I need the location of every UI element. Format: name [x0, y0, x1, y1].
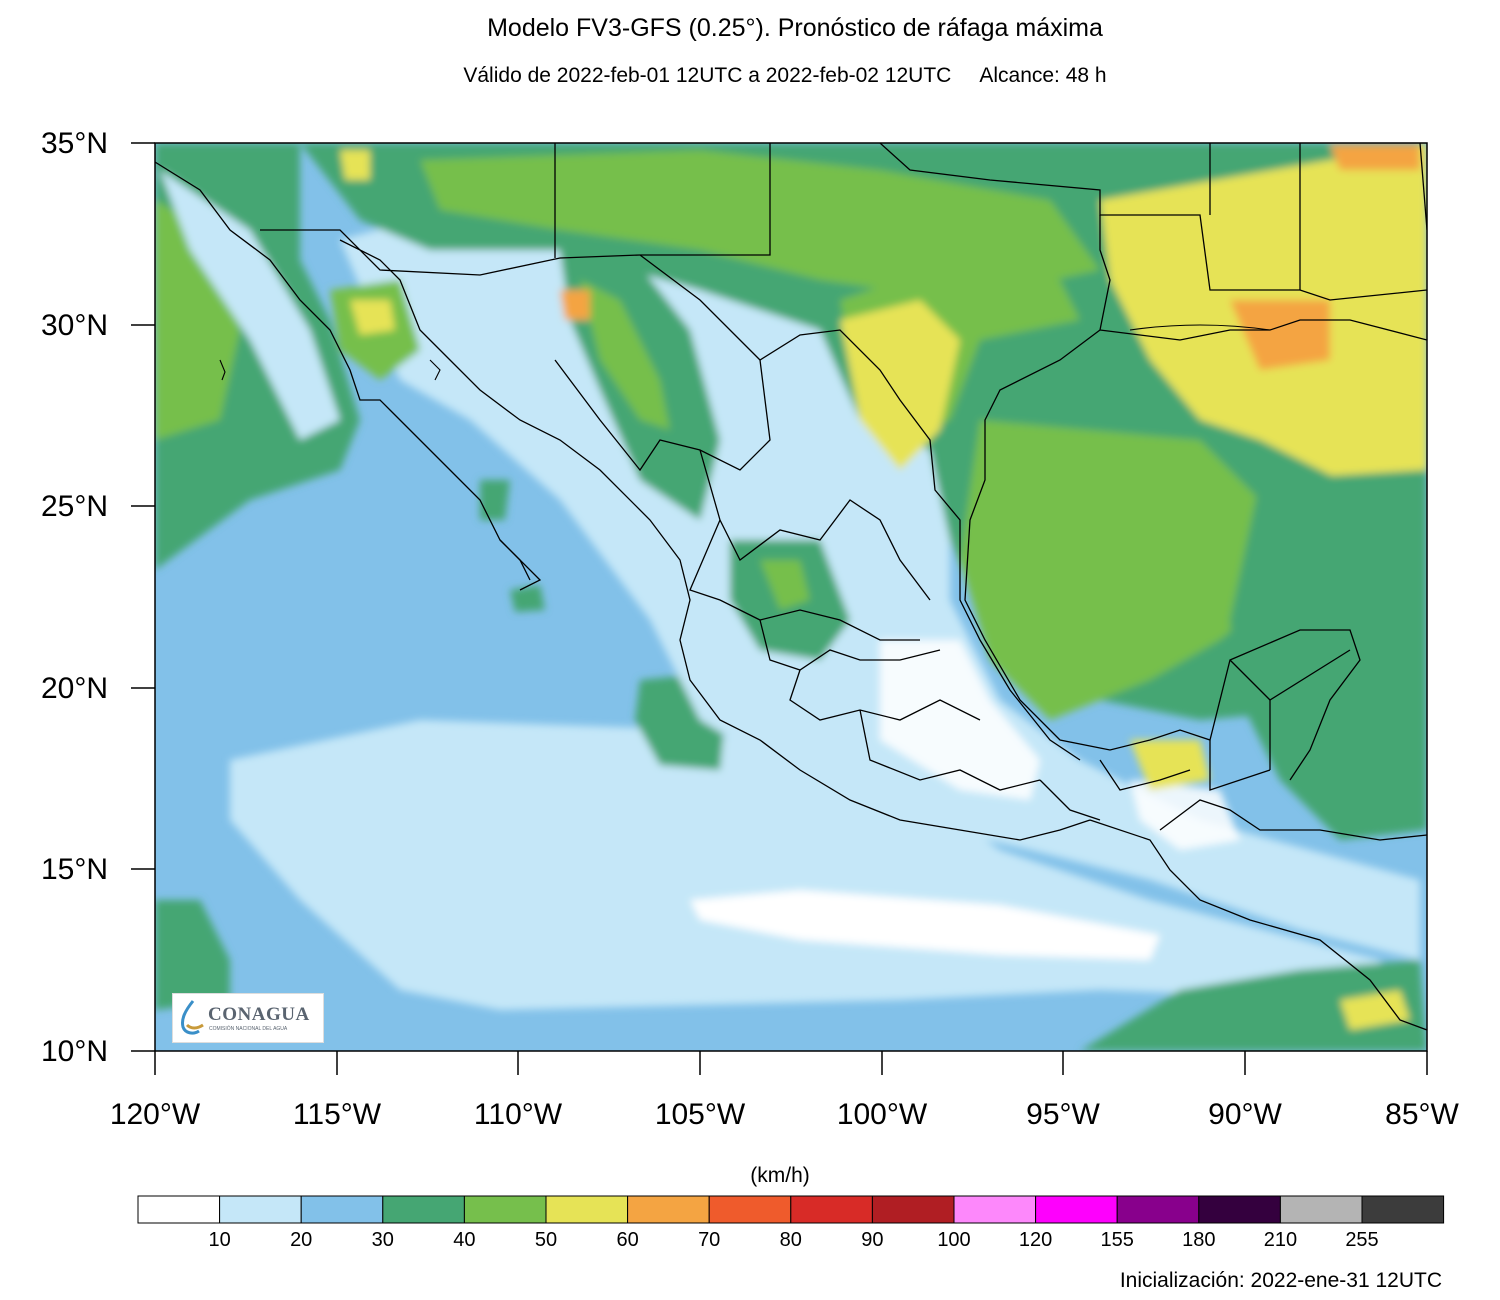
colorbar-units: (km/h): [750, 1164, 810, 1187]
lat-label: 25°N: [40, 490, 108, 523]
colorbar-swatch: [137, 1195, 221, 1224]
colorbar-swatch: [463, 1195, 547, 1224]
lon-label: 85°W: [1385, 1098, 1459, 1131]
logo-text: CONAGUA: [208, 1004, 310, 1025]
lon-label: 115°W: [292, 1098, 382, 1131]
colorbar-tick-label: 20: [290, 1229, 313, 1251]
map-title: Modelo FV3-GFS (0.25°). Pronóstico de rá…: [487, 14, 1103, 42]
colorbar-tick-label: 90: [861, 1229, 884, 1251]
colorbar-swatch: [790, 1195, 873, 1224]
colorbar-tick-label: 50: [534, 1229, 558, 1251]
lon-label: 105°W: [654, 1098, 746, 1131]
map-subtitle: Válido de 2022-feb-01 12UTC a 2022-feb-0…: [0, 64, 1500, 88]
colorbar-swatch: [1279, 1195, 1363, 1224]
boundary-lines: [155, 143, 1427, 1031]
colorbar-tick-label: 10: [208, 1229, 231, 1251]
colorbar-tick-label: 100: [937, 1229, 971, 1251]
water-drop-icon: [181, 1000, 204, 1035]
colorbar-tick-label: 155: [1100, 1229, 1134, 1251]
colorbar-swatch: [382, 1195, 465, 1224]
lon-ticks: [154, 1051, 1428, 1075]
lat-label: 35°N: [40, 127, 108, 160]
colorbar-tick-label: 180: [1182, 1229, 1216, 1251]
colorbar-tick-label: 80: [779, 1229, 802, 1251]
lon-label: 95°W: [1026, 1098, 1100, 1131]
map-frame: [154, 142, 1428, 1052]
colorbar-swatch: [1035, 1195, 1118, 1224]
colorbar-swatch: [1361, 1195, 1445, 1224]
lon-label: 120°W: [109, 1098, 201, 1131]
init-time: Inicialización: 2022-ene-31 12UTC: [1119, 1269, 1442, 1292]
colorbar-swatch: [953, 1195, 1037, 1224]
lon-label: 110°W: [473, 1098, 563, 1131]
colorbar-swatch: [871, 1195, 955, 1224]
colorbar-swatch: [219, 1195, 302, 1224]
forecast-lead: Alcance: 48 h: [979, 64, 1107, 87]
lat-label: 15°N: [40, 853, 108, 886]
colorbar-tick-label: 210: [1263, 1229, 1298, 1251]
colorbar-swatch: [300, 1195, 384, 1224]
colorbar-tick-label: 120: [1018, 1229, 1053, 1251]
conagua-logo: CONAGUA COMISIÓN NACIONAL DEL AGUA: [172, 993, 324, 1043]
colorbar-tick-label: 70: [698, 1229, 721, 1251]
colorbar-tick-label: 60: [616, 1229, 639, 1251]
lat-label: 20°N: [40, 672, 108, 705]
lat-ticks: [131, 142, 155, 1052]
logo-subtext: COMISIÓN NACIONAL DEL AGUA: [209, 1026, 288, 1032]
colorbar-swatch: [1116, 1195, 1200, 1224]
colorbar-tick-label: 40: [453, 1229, 476, 1251]
lat-label: 10°N: [40, 1035, 108, 1068]
colorbar: [137, 1195, 1445, 1224]
colorbar-tick-label: 255: [1345, 1229, 1379, 1251]
lon-label: 100°W: [836, 1098, 928, 1131]
lat-label: 30°N: [40, 309, 108, 342]
colorbar-swatch: [1198, 1195, 1281, 1224]
colorbar-swatch: [627, 1195, 710, 1224]
colorbar-swatch: [545, 1195, 629, 1224]
colorbar-swatch: [708, 1195, 792, 1224]
gust-field: [155, 143, 1427, 1051]
valid-period: Válido de 2022-feb-01 12UTC a 2022-feb-0…: [463, 64, 952, 87]
lon-label: 90°W: [1208, 1098, 1282, 1131]
colorbar-tick-label: 30: [371, 1229, 394, 1251]
